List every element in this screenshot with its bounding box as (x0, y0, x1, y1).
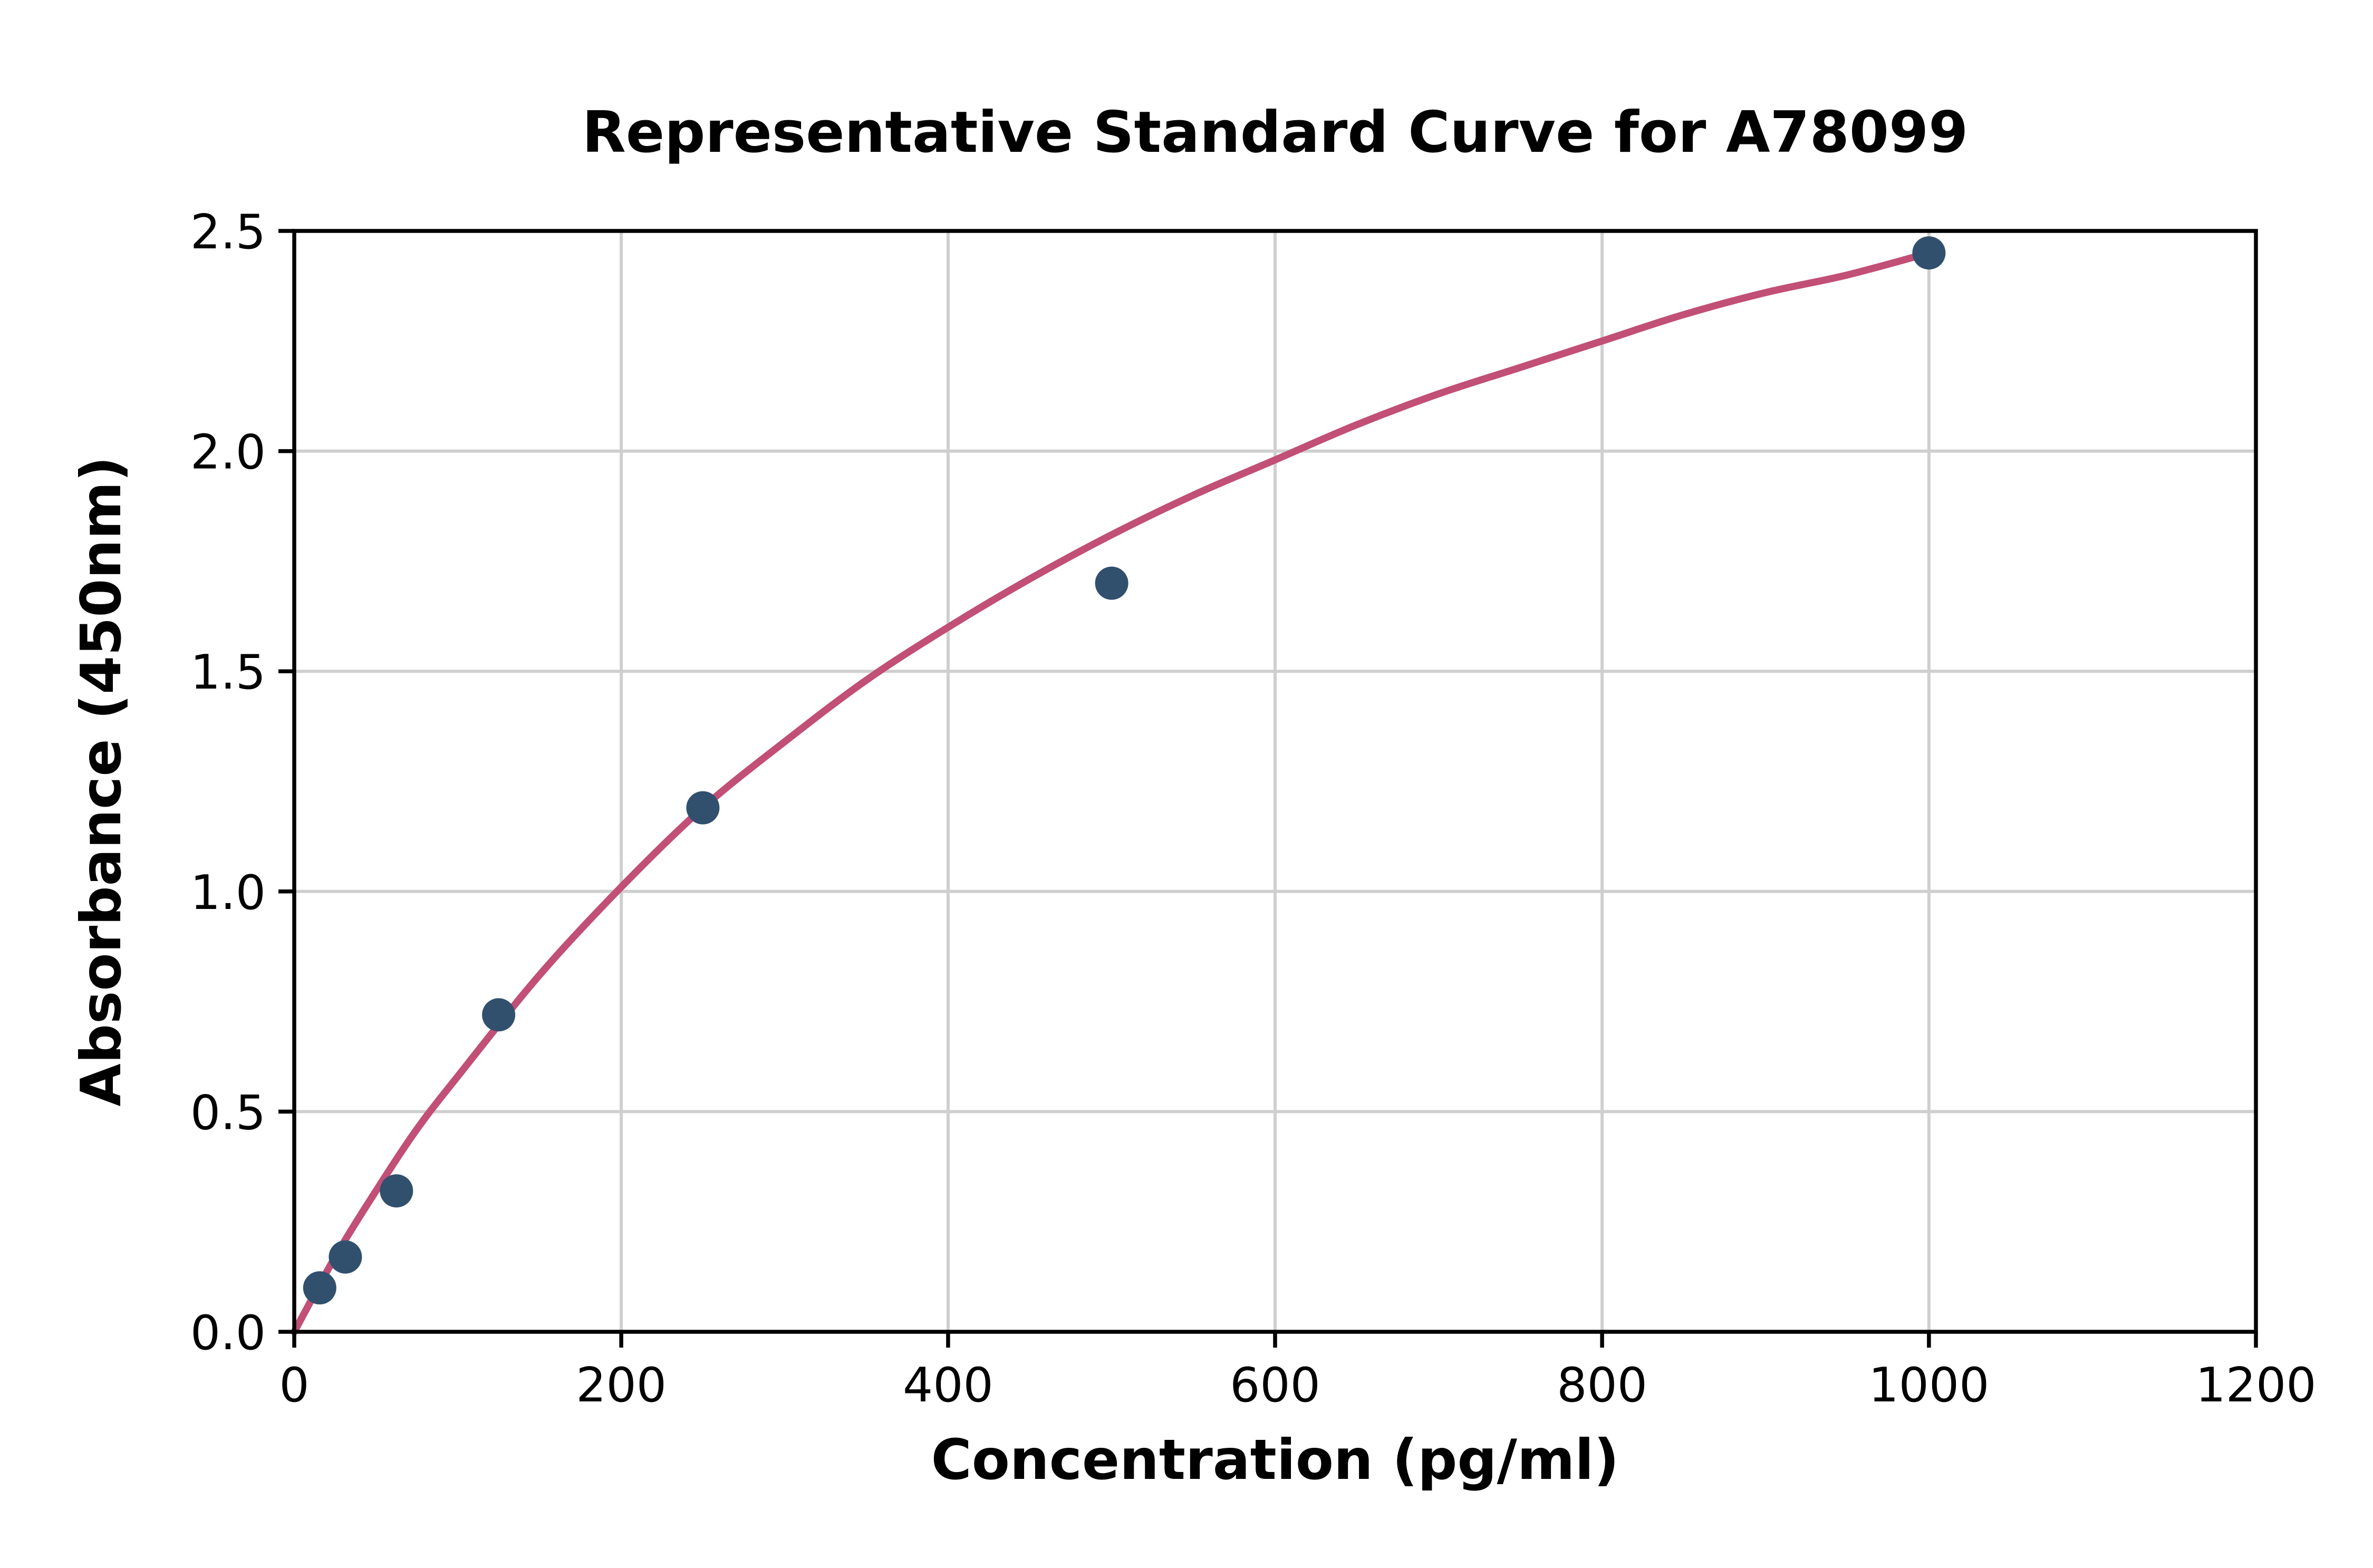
fit-curve (291, 249, 1933, 1335)
plot-border (292, 229, 2258, 1334)
y-tick-label: 1.5 (190, 645, 266, 700)
y-tick-label: 2.5 (190, 205, 266, 260)
x-tick-label: 0 (279, 1358, 309, 1413)
data-point (380, 1174, 413, 1208)
data-point (303, 1271, 336, 1305)
y-tick-label: 1.0 (190, 865, 266, 921)
chart-title: Representative Standard Curve for A78099 (582, 100, 1969, 166)
x-tick-label: 1000 (1868, 1358, 1989, 1413)
x-axis-label: Concentration (pg/ml) (931, 1428, 1619, 1492)
data-point (686, 791, 720, 825)
data-point (482, 998, 516, 1032)
x-tick-label: 800 (1557, 1358, 1647, 1413)
axis-ticks (278, 229, 2258, 1348)
x-tick-label: 1200 (2195, 1358, 2316, 1413)
x-tick-label: 400 (903, 1358, 993, 1413)
data-point (1912, 236, 1946, 270)
y-axis-label: Absorbance (450nm) (69, 457, 133, 1107)
tick-labels: 0 200 400 600 800 1000 1200 0.0 0.5 1.0 1.5 2.0 2.5 (190, 205, 2317, 1413)
y-tick-label: 2.0 (190, 425, 266, 480)
y-tick-label: 0.5 (190, 1085, 266, 1140)
data-point (329, 1240, 362, 1274)
x-tick-label: 600 (1230, 1358, 1320, 1413)
data-points (303, 236, 1946, 1305)
x-tick-label: 200 (576, 1358, 667, 1413)
data-point (1095, 566, 1128, 600)
y-tick-label: 0.0 (190, 1305, 266, 1361)
